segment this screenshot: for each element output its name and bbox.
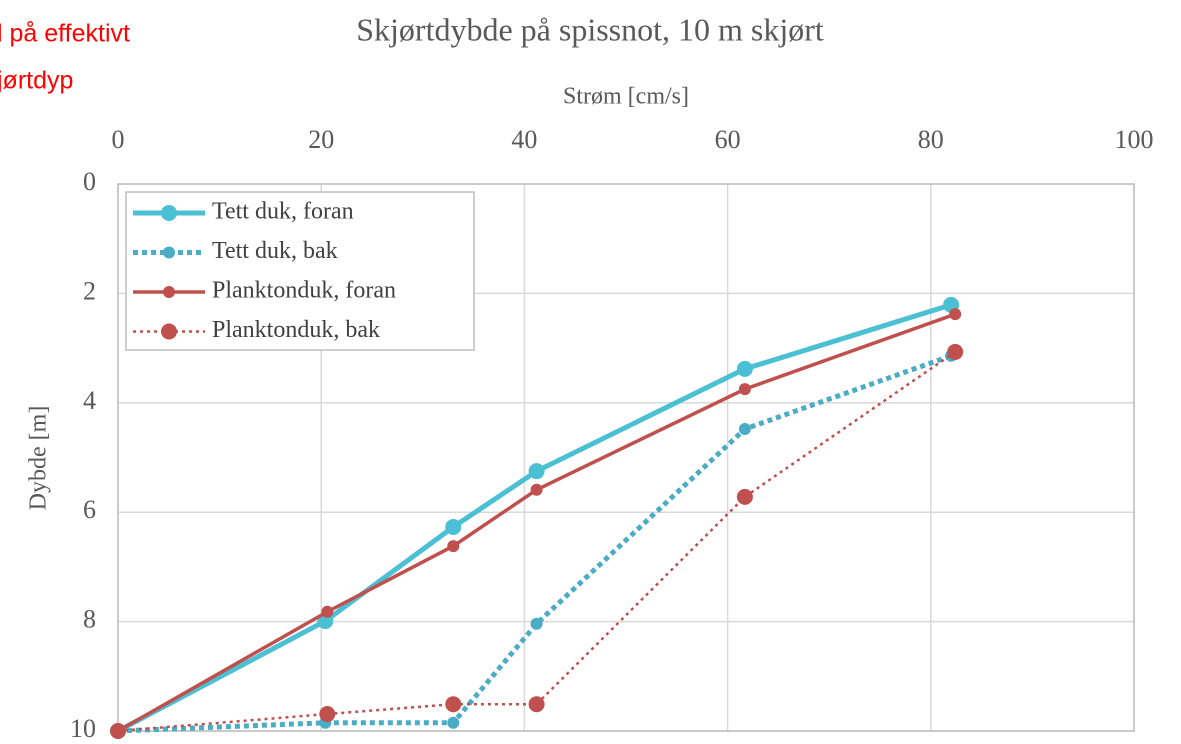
legend-marker <box>161 323 177 340</box>
annotation: jørtdyp <box>0 67 73 95</box>
x-tick-label: 20 <box>308 125 334 154</box>
data-point <box>528 463 545 480</box>
x-tick-label: 60 <box>715 125 741 154</box>
y-axis-label: Dybde [m] <box>26 406 52 511</box>
legend: Tett duk, foran Tett duk, bak Planktonduk,… <box>125 191 475 351</box>
data-point <box>947 343 964 360</box>
y-tick-label: 6 <box>83 495 96 524</box>
data-point <box>738 383 751 396</box>
x-tick-label: 0 <box>112 125 125 154</box>
series-line <box>116 302 952 734</box>
x-axis-label: Strøm [cm/s] <box>563 84 689 110</box>
plot-border <box>117 183 1135 732</box>
legend-label: Planktonduk, bak <box>212 317 380 343</box>
legend-marker <box>161 205 177 221</box>
x-tick-label: 100 <box>1115 125 1154 154</box>
data-point <box>736 488 753 505</box>
data-point <box>949 308 962 321</box>
series-line <box>117 350 956 733</box>
legend-label: Tett duk, foran <box>212 199 354 225</box>
y-tick-label: 10 <box>70 714 96 743</box>
data-point <box>528 696 545 713</box>
data-point <box>447 540 460 553</box>
data-point <box>445 518 462 535</box>
x-tick-label: 40 <box>511 125 537 154</box>
x-tick-label: 80 <box>918 125 944 154</box>
y-tick-label: 0 <box>83 167 96 196</box>
annotation: l på effektivt <box>0 20 130 48</box>
legend-marker <box>163 286 175 298</box>
series-line <box>117 312 956 733</box>
data-point <box>321 605 334 618</box>
legend-box <box>125 191 475 351</box>
series-line <box>117 353 952 734</box>
y-tick-label: 4 <box>83 386 96 415</box>
data-point <box>319 706 336 723</box>
legend-label: Planktonduk, foran <box>212 278 396 304</box>
legend-label: Tett duk, bak <box>212 238 338 264</box>
chart-title: Skjørtdybde på spissnot, 10 m skjørt <box>356 11 824 47</box>
y-tick-label: 2 <box>83 276 96 305</box>
data-point <box>736 360 753 377</box>
y-tick-label: 8 <box>83 605 96 634</box>
data-point <box>445 696 462 713</box>
data-point <box>447 716 460 729</box>
data-point <box>110 723 126 739</box>
data-point <box>530 483 543 496</box>
data-point <box>530 617 543 630</box>
data-point <box>738 423 751 436</box>
legend-marker <box>163 246 175 259</box>
